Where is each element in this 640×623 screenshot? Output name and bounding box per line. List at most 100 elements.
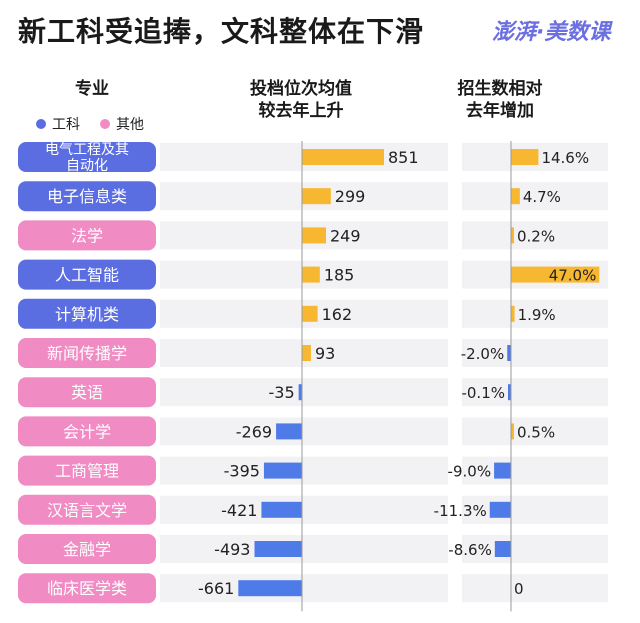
category-label: 金融学 — [63, 540, 111, 559]
category-pill — [18, 455, 156, 486]
rank-value-label: 299 — [335, 187, 366, 206]
chart-title: 新工科受追捧，文科整体在下滑 — [18, 15, 425, 48]
enroll-bar — [511, 149, 539, 165]
category-pill — [18, 494, 156, 525]
legend-swatch-engineering — [36, 119, 46, 129]
rank-bar — [261, 501, 302, 518]
enroll-value-label: -11.3% — [434, 502, 487, 520]
enroll-header-line1: 招生数相对 — [457, 79, 543, 99]
category-label: 自动化 — [66, 158, 108, 174]
enroll-bar — [508, 384, 511, 401]
row-band — [160, 495, 448, 524]
category-label: 计算机类 — [55, 305, 119, 324]
major-column-header: 专业 — [75, 79, 109, 99]
row-band — [160, 456, 448, 485]
rank-bar — [302, 188, 331, 205]
rank-bar — [254, 541, 302, 557]
category-pill — [18, 338, 156, 368]
enroll-bar — [494, 462, 511, 479]
enroll-value-label: 47.0% — [549, 267, 597, 285]
row-band — [462, 456, 608, 485]
category-pill — [18, 534, 156, 564]
category-label: 会计学 — [63, 422, 111, 441]
rank-bar — [298, 384, 302, 401]
enroll-value-label: -9.0% — [448, 463, 492, 481]
category-pill — [18, 573, 156, 604]
rank-bar — [238, 580, 302, 597]
legend-swatch-other — [100, 119, 110, 129]
rank-bar — [302, 305, 318, 322]
row-band — [462, 574, 608, 603]
category-label: 电气工程及其 — [45, 142, 129, 158]
row-band — [462, 299, 608, 328]
enroll-value-label: 0 — [514, 580, 524, 598]
row-band — [160, 535, 448, 563]
rank-value-label: -395 — [224, 462, 260, 481]
row-band — [462, 339, 608, 367]
enroll-bar — [511, 423, 514, 440]
category-label: 新闻传播学 — [47, 344, 127, 363]
category-pill — [18, 298, 156, 329]
enroll-bar — [489, 501, 511, 518]
rank-bar — [302, 227, 326, 244]
rank-value-label: 249 — [330, 226, 361, 245]
row-band — [462, 495, 608, 524]
rank-bar — [302, 149, 384, 165]
category-label: 汉语言文学 — [47, 501, 127, 520]
category-pill — [18, 377, 156, 408]
enroll-value-label: 0.2% — [517, 227, 555, 245]
category-label: 法学 — [71, 226, 103, 245]
category-pill — [18, 416, 156, 447]
category-pill — [18, 181, 156, 212]
enroll-value-label: 14.6% — [541, 149, 589, 167]
legend: 工科 其他 — [36, 114, 144, 134]
rank-bar — [302, 345, 311, 361]
rank-bar — [302, 266, 320, 283]
row-band — [462, 182, 608, 211]
enroll-bar — [511, 188, 520, 205]
legend-label-other: 其他 — [116, 117, 144, 133]
enroll-bar — [511, 227, 514, 244]
rank-bar — [276, 423, 302, 440]
enroll-value-label: 1.9% — [518, 306, 556, 324]
rank-header-line2: 较去年上升 — [258, 101, 344, 121]
enroll-value-label: -8.6% — [448, 541, 492, 559]
publisher-logo: 澎湃·美数课 — [492, 20, 611, 45]
enroll-bar — [507, 345, 511, 361]
rank-value-label: -493 — [214, 540, 250, 559]
row-band — [462, 378, 608, 407]
category-label: 英语 — [71, 383, 103, 402]
rank-value-label: -269 — [236, 422, 272, 441]
enroll-value-label: 0.5% — [517, 423, 555, 441]
category-pill — [18, 220, 156, 251]
row-band — [160, 574, 448, 603]
rank-value-label: 162 — [322, 305, 353, 324]
enroll-column-header: 招生数相对 去年增加 — [425, 78, 575, 122]
rank-value-label: -421 — [221, 501, 257, 520]
rank-value-label: 185 — [324, 266, 355, 285]
category-label: 工商管理 — [55, 462, 119, 481]
legend-label-engineering: 工科 — [52, 117, 80, 133]
category-label: 临床医学类 — [47, 579, 127, 598]
rank-value-label: 851 — [388, 148, 419, 167]
category-label: 人工智能 — [55, 266, 119, 285]
enroll-value-label: 4.7% — [523, 188, 561, 206]
rank-value-label: -35 — [268, 383, 294, 402]
category-label: 电子信息类 — [47, 187, 127, 206]
category-pill — [18, 259, 156, 290]
rank-header-line1: 投档位次均值 — [250, 79, 352, 99]
enroll-header-line2: 去年增加 — [466, 101, 534, 121]
rank-bar — [263, 462, 302, 479]
rank-column-header: 投档位次均值 较去年上升 — [226, 78, 376, 122]
row-band — [462, 221, 608, 250]
enroll-value-label: -2.0% — [461, 345, 505, 363]
row-band — [160, 417, 448, 446]
category-pill — [18, 142, 156, 172]
row-band — [462, 417, 608, 446]
enroll-bar — [494, 541, 511, 557]
enroll-bar — [511, 266, 600, 283]
rank-value-label: -661 — [198, 579, 234, 598]
enroll-bar — [511, 305, 515, 322]
rank-value-label: 93 — [315, 344, 335, 363]
